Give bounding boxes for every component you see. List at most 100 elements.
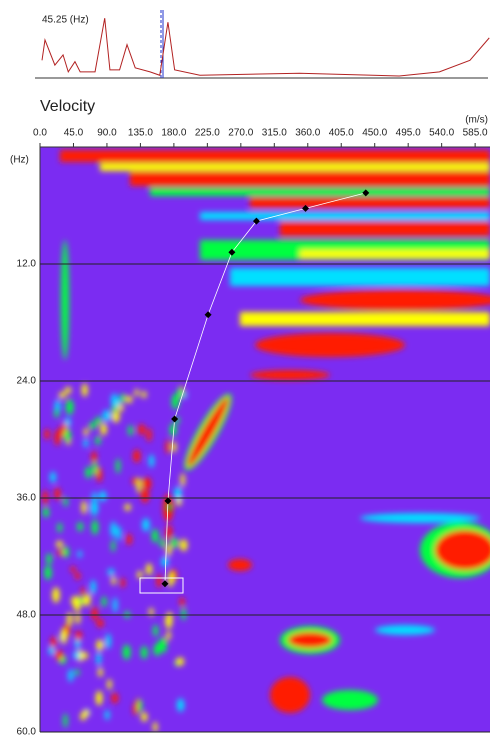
picked-point <box>362 189 370 197</box>
heat-speck <box>115 458 121 474</box>
x-tick-label: 495.0 <box>396 128 421 139</box>
heat-speck <box>77 550 82 558</box>
heat-speck <box>124 503 131 511</box>
heat-speck <box>142 477 151 489</box>
heat-speck <box>138 424 146 436</box>
heat-speck <box>111 393 118 407</box>
heat-speck <box>97 667 103 677</box>
y-tick-label: 24.0 <box>17 376 37 387</box>
heat-speck <box>151 528 159 543</box>
picked-point <box>164 497 172 505</box>
heat-speck <box>77 522 84 532</box>
heat-band <box>230 268 490 286</box>
heat-speck <box>71 596 76 606</box>
heat-speck <box>63 713 68 728</box>
heat-speck <box>95 690 103 706</box>
heat-speck <box>99 490 107 502</box>
picked-point <box>171 415 179 423</box>
heat-speck <box>78 597 84 604</box>
heat-speck <box>81 500 87 514</box>
x-tick-label: 45.0 <box>64 128 84 139</box>
heat-speck <box>55 649 63 660</box>
heat-speck <box>181 607 186 621</box>
heat-speck <box>110 521 117 538</box>
heat-speck <box>156 573 162 588</box>
heat-speck <box>153 624 159 637</box>
heat-speck <box>80 712 86 721</box>
heat-speck <box>66 612 73 627</box>
x-tick-label: 315.0 <box>262 128 287 139</box>
heat-speck <box>104 709 110 721</box>
heat-speck <box>64 417 71 427</box>
heat-speck <box>153 643 161 657</box>
heat-speck <box>166 630 171 641</box>
heat-speck <box>137 699 143 713</box>
picked-point <box>161 580 169 588</box>
heat-speck <box>82 595 89 607</box>
heat-speck <box>126 533 132 546</box>
x-tick-label: 585.0 <box>463 128 488 139</box>
heat-speck <box>119 393 126 403</box>
heat-speck <box>80 586 85 596</box>
spectrum-annotation: 45.25 (Hz) <box>42 15 89 26</box>
heat-speck <box>146 427 152 442</box>
selection-box <box>139 577 184 594</box>
heat-speck <box>120 577 126 588</box>
y-tick-label: 36.0 <box>17 493 37 504</box>
heat-speck <box>134 388 139 397</box>
heat-speck <box>83 438 89 448</box>
heat-speck <box>64 386 72 394</box>
heat-speck <box>141 712 148 722</box>
x-tick-label: 360.0 <box>295 128 320 139</box>
heat-speck <box>95 436 101 445</box>
heat-speck <box>116 525 122 541</box>
heat-blob <box>228 559 252 571</box>
heat-speck <box>70 566 76 573</box>
heat-speck <box>107 678 112 690</box>
heat-speck <box>142 518 150 532</box>
heat-speck <box>136 477 142 494</box>
heat-speck <box>117 404 124 412</box>
heat-speck <box>74 572 81 580</box>
heat-blob <box>141 487 149 503</box>
heat-speck <box>122 644 131 660</box>
heat-speck <box>52 587 60 603</box>
y-tick-label: 60.0 <box>17 727 37 735</box>
spectrum-line <box>41 18 490 77</box>
heat-speck <box>180 473 185 487</box>
heat-speck <box>75 612 81 625</box>
heat-speck <box>170 537 179 549</box>
heat-speck <box>148 607 154 617</box>
x-tick-label: 270.0 <box>228 128 253 139</box>
x-tick-label: 405.0 <box>329 128 354 139</box>
heat-blob <box>435 530 490 570</box>
heat-speck <box>179 597 185 606</box>
heat-band <box>100 163 490 171</box>
heat-speck <box>68 668 74 683</box>
heat-speck <box>42 490 48 505</box>
heat-speck <box>48 646 55 655</box>
heat-speck <box>96 639 104 651</box>
heat-speck <box>153 721 158 732</box>
heat-speck <box>85 466 92 479</box>
heat-speck <box>141 390 147 399</box>
picked-point <box>252 217 260 225</box>
heat-speck <box>89 421 96 430</box>
picked-point <box>302 204 310 212</box>
heat-blob <box>288 632 332 648</box>
heat-speck <box>42 507 50 518</box>
x-tick-label: 0.0 <box>33 128 47 139</box>
heat-speck <box>105 633 111 649</box>
heat-speck <box>176 698 185 712</box>
heat-speck <box>81 652 89 660</box>
heat-speck <box>58 392 66 399</box>
heat-speck <box>102 409 111 422</box>
heat-blob <box>187 397 229 467</box>
heat-speck <box>60 628 67 644</box>
heat-speck <box>62 546 70 558</box>
heat-speck <box>46 553 52 565</box>
heat-speck <box>165 439 170 455</box>
heat-speck <box>63 429 72 442</box>
heat-speck <box>137 570 143 580</box>
heat-band <box>200 212 490 220</box>
